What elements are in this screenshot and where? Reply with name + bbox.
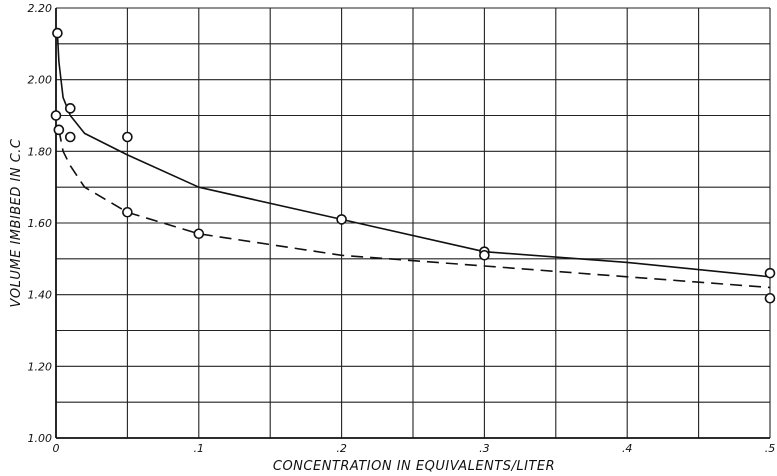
data-points — [50, 27, 776, 304]
data-point — [50, 110, 62, 121]
y-axis-label: VOLUME IMBIBED IN C.C — [9, 138, 24, 307]
x-tick-labels: 0 .1 .2 .3 .4 .5 — [53, 442, 776, 455]
x-tick-label: .1 — [194, 442, 205, 455]
x-tick-label: .3 — [479, 442, 490, 455]
data-point — [52, 27, 63, 39]
data-point — [122, 131, 133, 143]
dashed-curve — [58, 129, 771, 289]
x-tick-label: 0 — [53, 442, 60, 455]
curves — [56, 33, 771, 289]
axes — [55, 8, 770, 439]
data-point — [479, 249, 490, 261]
x-tick-label: .2 — [336, 442, 347, 455]
data-point — [64, 131, 76, 143]
y-tick-label: 1.00 — [28, 432, 53, 445]
data-point — [122, 206, 133, 218]
x-tick-label: .5 — [765, 442, 776, 455]
y-tick-label: 1.60 — [28, 217, 53, 230]
solid-curve — [56, 33, 771, 278]
x-tick-label: .4 — [622, 442, 633, 455]
data-point — [193, 228, 205, 240]
y-tick-label: 2.20 — [28, 2, 53, 15]
y-tick-labels: 1.00 1.20 1.40 1.60 1.80 2.00 2.20 — [28, 2, 53, 445]
grid — [56, 7, 771, 438]
y-tick-label: 1.20 — [28, 360, 53, 373]
data-point — [764, 267, 776, 279]
y-tick-label: 2.00 — [28, 74, 53, 87]
data-point — [336, 214, 347, 225]
x-axis-label: CONCENTRATION IN EQUIVALENTS/LITER — [273, 459, 555, 474]
y-tick-label: 1.40 — [28, 289, 53, 302]
data-point — [53, 124, 65, 136]
data-point — [64, 103, 76, 114]
data-point — [764, 292, 776, 304]
y-tick-label: 1.80 — [28, 145, 53, 158]
